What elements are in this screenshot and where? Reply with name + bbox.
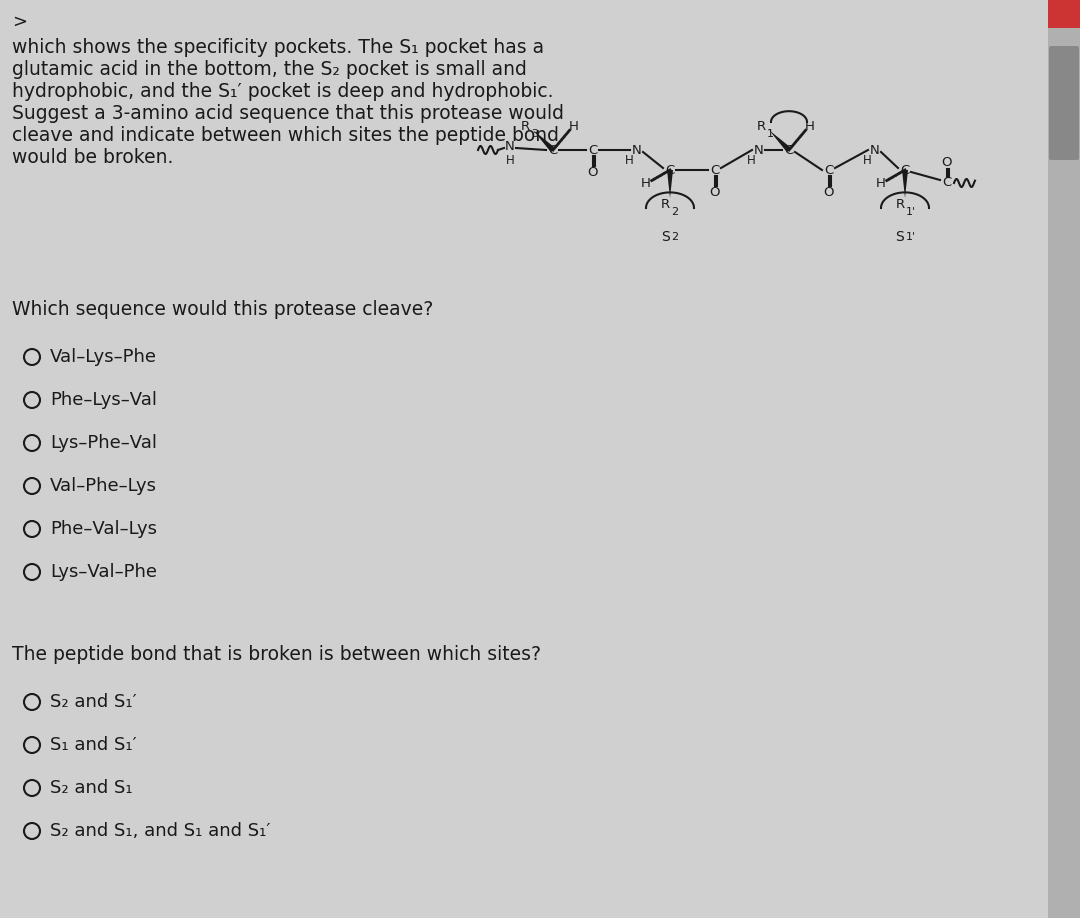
Text: N: N [632,143,642,156]
Text: which shows the specificity pockets. The S₁ pocket has a: which shows the specificity pockets. The… [12,38,544,57]
Text: H: H [876,177,886,190]
Text: C: C [824,163,834,176]
Polygon shape [667,170,673,198]
Text: Phe–Lys–Val: Phe–Lys–Val [50,391,157,409]
Text: N: N [870,143,880,156]
Text: O: O [824,185,834,198]
Text: Val–Lys–Phe: Val–Lys–Phe [50,348,157,366]
Text: H: H [805,120,815,133]
Text: S: S [661,230,670,244]
Text: O: O [588,165,598,178]
Text: Which sequence would this protease cleave?: Which sequence would this protease cleav… [12,300,433,319]
Text: would be broken.: would be broken. [12,148,174,167]
Text: Val–Phe–Lys: Val–Phe–Lys [50,477,157,495]
Polygon shape [769,130,792,152]
Text: 2: 2 [671,207,678,217]
Text: R: R [757,119,766,133]
Text: H: H [505,153,514,166]
Text: S: S [895,230,904,244]
Polygon shape [902,170,908,198]
Text: C: C [943,176,951,189]
Text: O: O [942,156,953,170]
Text: S₂ and S₁′: S₂ and S₁′ [50,693,137,711]
Text: C: C [784,143,794,156]
Text: H: H [642,177,651,190]
Text: S₂ and S₁: S₂ and S₁ [50,779,133,797]
Text: C: C [549,143,557,156]
Text: hydrophobic, and the S₁′ pocket is deep and hydrophobic.: hydrophobic, and the S₁′ pocket is deep … [12,82,554,101]
FancyBboxPatch shape [1048,0,1080,918]
Text: R: R [521,119,530,133]
Text: Phe–Val–Lys: Phe–Val–Lys [50,520,157,538]
Text: 1': 1' [906,232,916,242]
Text: N: N [505,140,515,152]
Text: C: C [711,163,719,176]
Text: The peptide bond that is broken is between which sites?: The peptide bond that is broken is betwe… [12,645,541,664]
FancyBboxPatch shape [1048,0,1080,28]
Text: Lys–Val–Phe: Lys–Val–Phe [50,563,157,581]
Text: H: H [624,153,633,166]
Text: 1': 1' [906,207,916,217]
Text: C: C [665,163,675,176]
Text: R: R [661,197,670,210]
Text: cleave and indicate between which sites the peptide bond: cleave and indicate between which sites … [12,126,559,145]
Text: N: N [754,143,764,156]
Text: Lys–Phe–Val: Lys–Phe–Val [50,434,157,452]
Text: O: O [710,185,720,198]
Text: C: C [589,143,597,156]
FancyBboxPatch shape [1049,46,1079,160]
Text: glutamic acid in the bottom, the S₂ pocket is small and: glutamic acid in the bottom, the S₂ pock… [12,60,527,79]
Text: H: H [863,153,872,166]
Polygon shape [534,130,555,152]
Text: C: C [901,163,909,176]
Text: H: H [746,153,755,166]
Text: S₁ and S₁′: S₁ and S₁′ [50,736,137,754]
Text: 2: 2 [671,232,678,242]
Text: 1: 1 [767,129,774,140]
Text: >: > [12,13,27,31]
Text: S₂ and S₁, and S₁ and S₁′: S₂ and S₁, and S₁ and S₁′ [50,822,270,840]
Text: R: R [895,197,905,210]
Text: 3: 3 [531,129,538,140]
Text: H: H [569,120,579,133]
Text: Suggest a 3-amino acid sequence that this protease would: Suggest a 3-amino acid sequence that thi… [12,104,564,123]
